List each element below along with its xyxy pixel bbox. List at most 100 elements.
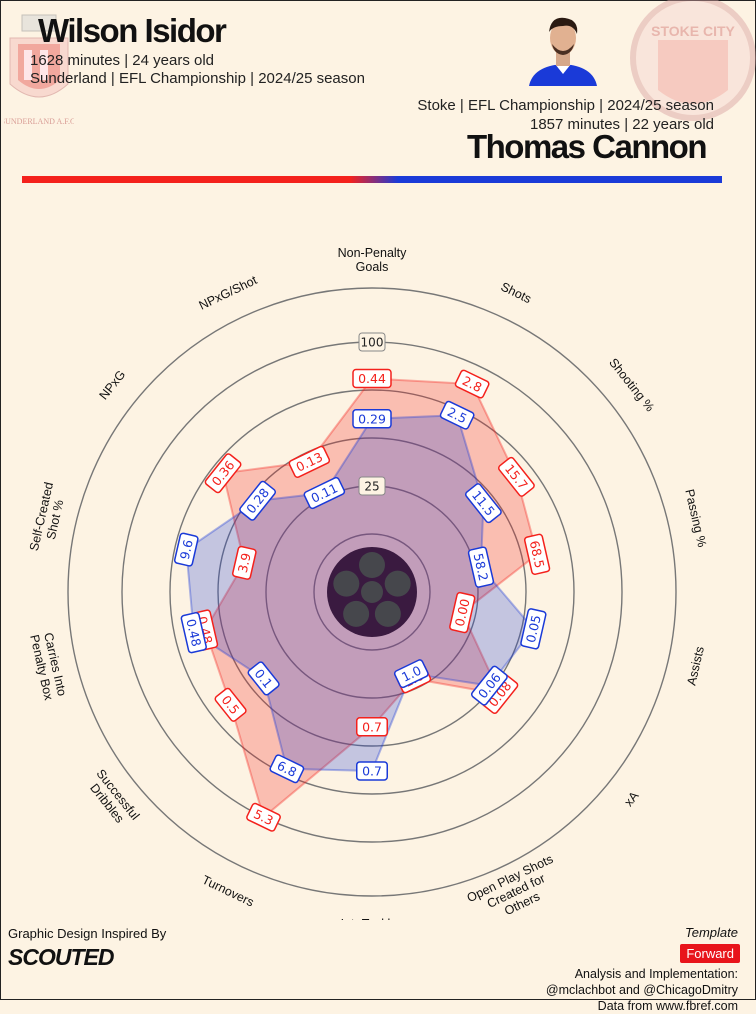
metric-label-0: Non-Penalty Goals (338, 246, 408, 274)
value-label-box (464, 483, 502, 524)
player1-name: Wilson Isidor (38, 12, 227, 49)
metric-label-4: Assists (684, 645, 706, 687)
value-label-box (288, 445, 331, 478)
value-label-text: 0.48 (183, 617, 204, 648)
svg-text:STOKE CITY: STOKE CITY (651, 23, 735, 39)
metric-label-1: Shots (499, 280, 534, 306)
value-label-box (356, 717, 388, 737)
ring-label-box-0 (358, 476, 386, 496)
value-label-text: 0.7 (362, 763, 382, 778)
metric-label-8: Turnovers (200, 873, 256, 910)
value-label-box (470, 665, 508, 706)
value-label-box (449, 591, 476, 634)
value-label-s2-5: 0.06 (470, 665, 508, 706)
metric-label-7: Int+Tackles (341, 917, 404, 920)
value-label-s2-0: 0.29 (352, 409, 392, 429)
design-credit: Graphic Design Inspired By (8, 926, 167, 941)
grid-ring-3 (169, 389, 575, 795)
value-label-box (520, 608, 547, 650)
value-label-box (173, 532, 199, 567)
ring-label-0: 25 (364, 480, 379, 494)
value-label-s2-1: 2.5 (439, 400, 475, 430)
value-label-box (269, 754, 305, 784)
analysis-line2: @mclachbot and @ChicagoDmitry (545, 983, 738, 997)
value-label-box (352, 409, 392, 429)
value-label-box (231, 545, 257, 580)
value-label-s2-7: 0.7 (356, 761, 388, 781)
value-label-text: 3.9 (235, 551, 254, 574)
metric-label-10: Carries IntoPenalty Box (27, 630, 69, 702)
value-label-box (180, 611, 207, 654)
value-label-box (454, 369, 490, 399)
ring-label-box-1 (358, 332, 386, 352)
value-label-box (356, 761, 388, 781)
value-label-s1-4: 0.00 (449, 591, 476, 634)
value-label-box (239, 480, 277, 521)
analysis-credits: Analysis and Implementation: @mclachbot … (546, 966, 738, 1014)
value-label-s1-8: 5.3 (246, 802, 281, 832)
player2-minutes-age: 1857 minutes | 22 years old (529, 116, 714, 133)
radar-chart: 251000.442.815.768.50.000.081.00.75.30.5… (27, 246, 709, 920)
scouted-logo: SCOUTED (8, 944, 114, 970)
template-badge: Forward (680, 944, 740, 963)
value-label-box (498, 456, 535, 497)
value-label-text: 9.6 (177, 538, 196, 561)
value-label-box (303, 476, 346, 510)
metric-label-13: NPxG/Shot (197, 273, 260, 313)
value-label-text: 0.44 (358, 371, 386, 386)
value-label-box (214, 687, 247, 722)
player1-color-bar (22, 176, 374, 183)
player2-club-league: Stoke | EFL Championship | 2024/25 seaso… (417, 97, 714, 114)
value-label-text: 0.00 (452, 597, 473, 628)
sunderland-crest-icon: SUNDERLAND A.F.C. (4, 14, 74, 126)
metric-label-6: Open Play ShotsCreated forOthers (465, 852, 568, 920)
stoke-crest-icon: STOKE CITY (630, 0, 756, 121)
value-label-box (467, 546, 495, 588)
player2-name: Thomas Cannon (466, 128, 708, 165)
metric-label-11: Self-CreatedShot % (27, 481, 70, 556)
value-label-box (247, 661, 280, 696)
value-label-s2-10: 0.48 (180, 611, 207, 654)
value-label-box (352, 368, 392, 389)
value-label-box (204, 453, 242, 494)
value-label-s2-11: 9.6 (173, 532, 199, 567)
grid-ring-0 (313, 533, 431, 651)
value-label-box (523, 533, 551, 575)
value-label-box (393, 659, 429, 689)
value-label-s2-8: 6.8 (269, 754, 305, 784)
ball-patch-center (361, 581, 383, 603)
value-label-text: 0.29 (358, 411, 386, 426)
player1-club-league: Sunderland | EFL Championship | 2024/25 … (30, 70, 365, 87)
value-label-s2-3: 58.2 (467, 546, 495, 588)
value-label-text: 58.2 (471, 552, 492, 582)
metric-label-3: Passing % (682, 488, 709, 549)
value-label-box (439, 400, 475, 430)
color-bar-blend (350, 176, 398, 183)
value-label-text: 0.05 (523, 614, 544, 644)
value-label-s2-4: 0.05 (520, 608, 547, 650)
metric-label-5: xA (622, 788, 642, 809)
ball-patch-1 (384, 570, 411, 597)
value-label-s1-11: 3.9 (231, 545, 257, 580)
player-photo-icon (525, 12, 601, 86)
value-label-text: 0.7 (362, 719, 382, 734)
ball-patch-2 (374, 600, 401, 627)
metric-label-12: NPxG (97, 368, 129, 403)
metric-label-9: SuccessfulDribbles (83, 767, 143, 832)
svg-text:SUNDERLAND A.F.C.: SUNDERLAND A.F.C. (4, 117, 74, 126)
data-source: Data from www.fbref.com (597, 999, 738, 1013)
value-label-s1-1: 2.8 (454, 369, 490, 399)
value-label-text: 68.5 (527, 539, 548, 569)
player1-minutes-age: 1628 minutes | 24 years old (30, 52, 215, 69)
metric-label-2: Shooting % (606, 356, 657, 415)
value-label-box (246, 802, 281, 832)
value-label-s2-6: 1.0 (393, 659, 429, 689)
grid-ring-outer (67, 287, 677, 897)
ball-patch-0 (359, 552, 385, 578)
value-label-s1-0: 0.44 (352, 368, 392, 389)
value-label-s1-7: 0.7 (356, 717, 388, 737)
analysis-line1: Analysis and Implementation: (574, 967, 738, 981)
ball-patch-3 (343, 600, 370, 627)
ring-label-1: 100 (361, 336, 384, 350)
ball-patch-4 (333, 570, 360, 597)
